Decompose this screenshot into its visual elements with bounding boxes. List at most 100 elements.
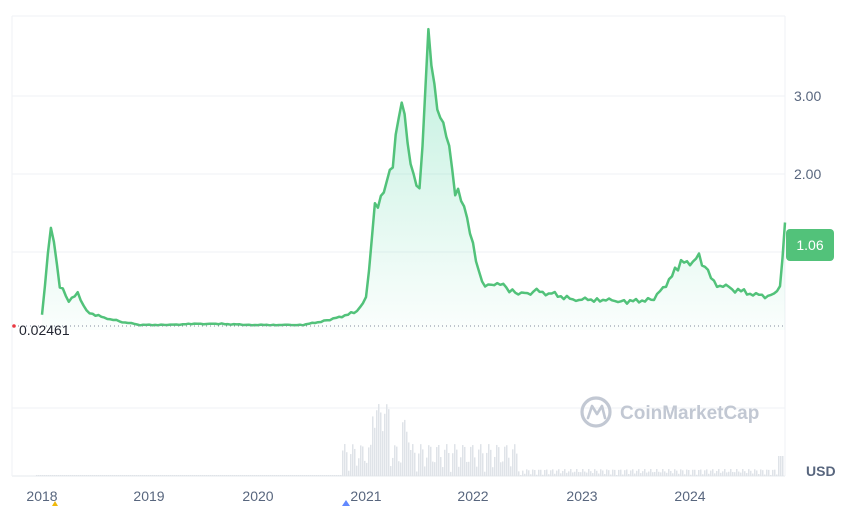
- volume-bar: [564, 469, 566, 476]
- volume-bar: [262, 475, 264, 476]
- volume-bar: [482, 453, 484, 476]
- volume-bar: [424, 466, 426, 476]
- volume-bar: [590, 471, 592, 476]
- volume-bar: [82, 475, 84, 476]
- volume-bar: [58, 475, 60, 476]
- volume-bar: [654, 471, 656, 476]
- volume-bar: [382, 431, 384, 476]
- volume-bar: [418, 453, 420, 476]
- volume-bar: [118, 475, 120, 476]
- volume-bar: [552, 469, 554, 476]
- volume-bar: [562, 470, 564, 476]
- volume-bar: [182, 475, 184, 476]
- volume-bar: [256, 475, 258, 476]
- volume-bar: [52, 475, 54, 476]
- volume-bar: [662, 469, 664, 476]
- volume-bar: [532, 469, 534, 476]
- volume-bar: [616, 474, 618, 476]
- volume-bar: [592, 473, 594, 476]
- volume-bar: [610, 474, 612, 476]
- event-marker-icon[interactable]: [342, 500, 350, 506]
- volume-bar: [636, 470, 638, 476]
- volume-bar: [440, 457, 442, 476]
- volume-bar: [640, 473, 642, 476]
- y-tick-label: 2.00: [794, 166, 821, 182]
- volume-bar: [160, 475, 162, 476]
- volume-bar: [370, 444, 372, 476]
- volume-bar: [92, 475, 94, 476]
- volume-bar: [494, 456, 496, 476]
- volume-bar: [114, 475, 116, 476]
- volume-bar: [374, 427, 376, 476]
- volume-bar: [40, 475, 42, 476]
- volume-bar: [368, 447, 370, 476]
- volume-bar: [104, 475, 106, 476]
- volume-bar: [658, 471, 660, 476]
- x-tick-label: 2022: [457, 488, 488, 504]
- volume-bar: [36, 475, 38, 476]
- volume-bar: [230, 475, 232, 476]
- volume-bar: [156, 475, 158, 476]
- volume-bar: [220, 475, 222, 476]
- event-marker-icon[interactable]: [52, 501, 58, 506]
- volume-bar: [120, 475, 122, 476]
- volume-bar: [170, 475, 172, 476]
- volume-bar: [68, 475, 70, 476]
- volume-bar: [278, 475, 280, 476]
- coinmarketcap-logo: CoinMarketCap: [580, 396, 759, 428]
- volume-bar: [46, 475, 48, 476]
- volume-bar: [318, 475, 320, 476]
- volume-bar: [326, 475, 328, 476]
- volume-bar: [476, 466, 478, 476]
- volume-bar: [704, 470, 706, 476]
- volume-bar: [44, 475, 46, 476]
- volume-bar: [352, 444, 354, 476]
- volume-bar: [86, 475, 88, 476]
- volume-bar: [752, 473, 754, 476]
- volume-bar: [306, 475, 308, 476]
- volume-bar: [444, 449, 446, 476]
- volume-bar: [554, 473, 556, 476]
- volume-bar: [320, 475, 322, 476]
- volume-bar: [294, 475, 296, 476]
- volume-bar: [274, 475, 276, 476]
- volume-bar: [776, 474, 778, 476]
- volume-bar: [112, 475, 114, 476]
- volume-bar: [56, 475, 58, 476]
- volume-bar: [240, 475, 242, 476]
- volume-bar: [712, 469, 714, 476]
- volume-bar: [652, 472, 654, 476]
- volume-bar: [670, 470, 672, 476]
- volume-bar: [514, 444, 516, 476]
- volume-bar: [696, 474, 698, 476]
- volume-bar: [390, 466, 392, 476]
- volume-bar: [406, 431, 408, 476]
- volume-bar: [174, 475, 176, 476]
- x-tick-label: 2023: [566, 488, 597, 504]
- volume-bar: [366, 462, 368, 476]
- volume-bar: [246, 475, 248, 476]
- volume-bar: [634, 473, 636, 476]
- volume-bar: [74, 475, 76, 476]
- volume-bar: [234, 475, 236, 476]
- volume-bar: [668, 469, 670, 476]
- volume-bar: [724, 469, 726, 476]
- volume-bar: [110, 475, 112, 476]
- volume-bar: [742, 469, 744, 476]
- volume-bar: [734, 472, 736, 476]
- volume-bar: [682, 470, 684, 476]
- volume-bar: [96, 475, 98, 476]
- volume-bar: [42, 475, 44, 476]
- volume-bar: [48, 475, 50, 476]
- volume-bar: [132, 475, 134, 476]
- volume-bar: [116, 475, 118, 476]
- volume-bar: [458, 466, 460, 476]
- volume-bar: [740, 472, 742, 476]
- volume-bar: [546, 469, 548, 476]
- volume-bar: [694, 469, 696, 476]
- volume-bar: [706, 469, 708, 476]
- volume-bar: [540, 469, 542, 476]
- volume-bar: [674, 469, 676, 476]
